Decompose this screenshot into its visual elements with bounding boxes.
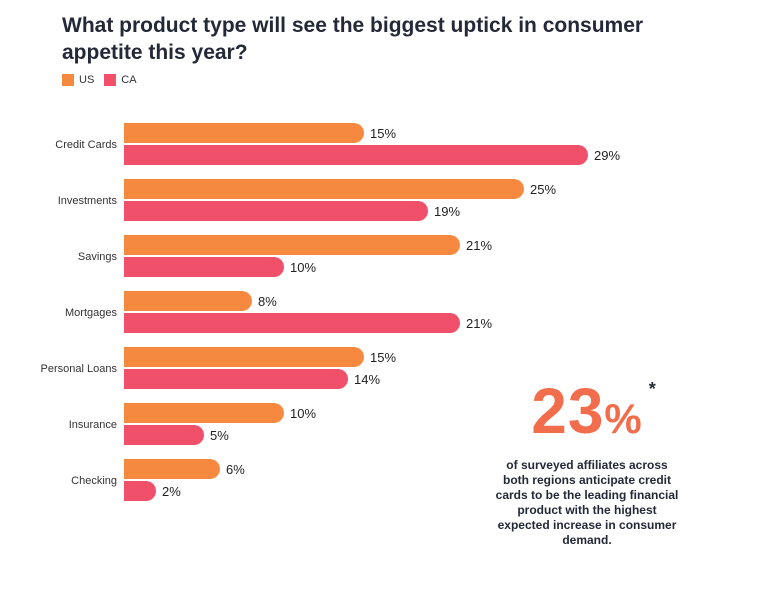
callout-percent-sign: % <box>604 395 643 442</box>
legend-swatch-ca <box>104 74 117 86</box>
bar-ca-investments <box>124 201 428 221</box>
value-label-us-insurance: 10% <box>290 406 316 421</box>
value-label-us-credit-cards: 15% <box>370 126 396 141</box>
bar-us-insurance <box>124 403 284 423</box>
bar-us-mortgages <box>124 291 252 311</box>
bar-ca-checking <box>124 481 156 501</box>
callout-value: 23 <box>531 375 605 447</box>
category-label-personal-loans: Personal Loans <box>41 363 118 375</box>
bar-us-credit-cards <box>124 123 364 143</box>
value-label-ca-savings: 10% <box>290 260 316 275</box>
value-label-us-mortgages: 8% <box>258 294 277 309</box>
chart-title: What product type will see the biggest u… <box>62 14 644 64</box>
bar-ca-savings <box>124 257 284 277</box>
bar-ca-credit-cards <box>124 145 588 165</box>
bar-ca-insurance <box>124 425 204 445</box>
callout-description: of surveyed affiliates across both regio… <box>495 458 679 547</box>
value-label-ca-mortgages: 21% <box>466 316 492 331</box>
value-label-ca-checking: 2% <box>162 484 181 499</box>
value-label-us-checking: 6% <box>226 462 245 477</box>
value-label-us-investments: 25% <box>530 182 556 197</box>
value-label-ca-insurance: 5% <box>210 428 229 443</box>
legend-swatch-us <box>62 74 74 86</box>
value-label-ca-personal-loans: 14% <box>354 372 380 387</box>
callout-number: 23% * <box>531 375 656 452</box>
stat-callout: 23% * of surveyed affiliates across both… <box>492 378 682 548</box>
legend-item-us: US <box>62 74 94 86</box>
bar-ca-personal-loans <box>124 369 348 389</box>
legend-label-us: US <box>79 74 95 86</box>
category-label-credit-cards: Credit Cards <box>55 139 117 151</box>
bar-us-investments <box>124 179 524 199</box>
bar-us-checking <box>124 459 220 479</box>
bar-us-personal-loans <box>124 347 364 367</box>
bar-ca-mortgages <box>124 313 460 333</box>
category-label-insurance: Insurance <box>69 419 117 431</box>
category-label-savings: Savings <box>78 251 118 263</box>
value-label-us-personal-loans: 15% <box>370 350 396 365</box>
value-label-ca-credit-cards: 29% <box>594 148 620 163</box>
legend-item-ca: CA <box>104 74 137 86</box>
category-label-mortgages: Mortgages <box>65 307 117 319</box>
legend: US CA <box>62 74 147 86</box>
value-label-ca-investments: 19% <box>434 204 460 219</box>
legend-label-ca: CA <box>121 74 137 86</box>
bar-us-savings <box>124 235 460 255</box>
callout-asterisk: * <box>648 379 657 399</box>
category-label-checking: Checking <box>71 475 117 487</box>
value-label-us-savings: 21% <box>466 238 492 253</box>
category-label-investments: Investments <box>58 195 118 207</box>
